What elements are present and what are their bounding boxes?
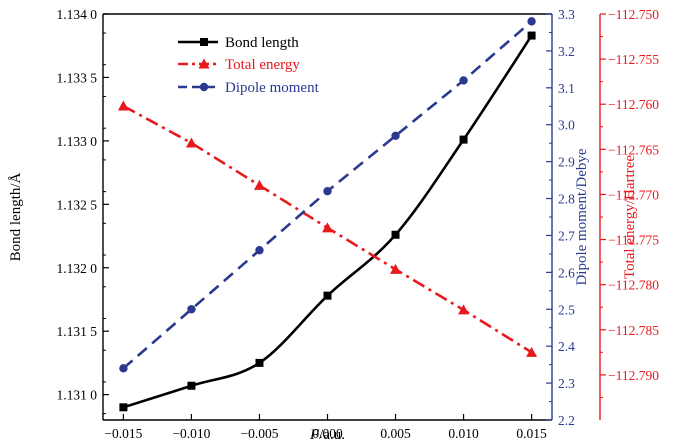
total-energy-point xyxy=(390,263,402,274)
total-energy-point xyxy=(253,179,265,190)
dipole-moment-point xyxy=(527,17,536,26)
left-tick-label: 1.134 0 xyxy=(57,7,98,22)
right1-tick-label: 2.5 xyxy=(558,302,575,317)
right1-tick-label: 2.6 xyxy=(558,265,575,280)
x-tick-label: 0.000 xyxy=(312,426,343,441)
right2-tick-label: −112.790 xyxy=(608,368,659,383)
right1-axis-title: Dipole moment/Debye xyxy=(574,148,590,285)
x-tick-label: 0.015 xyxy=(516,426,547,441)
right1-tick-label: 3.3 xyxy=(558,7,575,22)
bond-length-line xyxy=(123,34,533,409)
x-tick-label: −0.015 xyxy=(104,426,142,441)
legend-bond-length-label: Bond length xyxy=(225,35,299,51)
right2-tick-label: −112.760 xyxy=(608,97,659,112)
legend-bond-length-marker xyxy=(200,38,208,46)
left-tick-label: 1.132 5 xyxy=(57,197,98,212)
x-axis-title-rest: /a.u. xyxy=(319,427,345,442)
dipole-moment-point xyxy=(391,131,400,140)
bond-length-point xyxy=(459,135,468,144)
bond-length-point xyxy=(255,358,264,367)
grid-layer: −0.015 −0.010 −0.005 0.000 0.005 0.010 0.015 1.… xyxy=(57,7,660,441)
x-axis-title-italic: F xyxy=(309,427,320,442)
total-energy-point xyxy=(185,137,197,148)
right1-tick-label: 2.8 xyxy=(558,192,575,207)
bond-length-point xyxy=(119,403,128,412)
legend-total-energy-label: Total energy xyxy=(225,57,300,73)
right2-tick-label: −112.765 xyxy=(608,142,659,157)
right2-tick-label: −112.770 xyxy=(608,187,659,202)
left-tick-label: 1.132 0 xyxy=(57,261,98,276)
legend: Bond length Total energy Dipole moment xyxy=(178,35,320,96)
right1-tick-label: 3.1 xyxy=(558,81,575,96)
left-tick-label: 1.131 0 xyxy=(57,388,98,403)
bond-length-point xyxy=(323,291,332,300)
right2-tick-label: −112.785 xyxy=(608,323,659,338)
dipole-moment-point xyxy=(187,305,196,314)
right1-tick-label: 2.7 xyxy=(558,228,575,243)
left-tick-label: 1.131 5 xyxy=(57,324,98,339)
right1-tick-label: 2.4 xyxy=(558,339,575,354)
left-tick-label: 1.133 5 xyxy=(57,70,98,85)
series-layer xyxy=(117,17,538,412)
right1-tick-label: 2.9 xyxy=(558,155,575,170)
total-energy-point xyxy=(117,100,129,111)
legend-dipole-moment-label: Dipole moment xyxy=(225,80,320,96)
x-tick-label: 0.005 xyxy=(380,426,411,441)
left-tick-label: 1.133 0 xyxy=(57,134,98,149)
right2-tick-label: −112.775 xyxy=(608,233,659,248)
x-tick-label: −0.010 xyxy=(172,426,210,441)
dipole-moment-point xyxy=(119,364,128,373)
right1-tick-label: 3.0 xyxy=(558,118,575,133)
legend-dipole-moment-marker xyxy=(199,82,209,92)
bond-length-point xyxy=(391,230,400,239)
total-energy-point xyxy=(322,222,333,233)
right2-tick-label: −112.750 xyxy=(608,7,659,22)
right2-axis-title: Total energy/Hartree xyxy=(622,155,638,279)
x-axis-title: F/a.u. xyxy=(309,427,345,442)
dipole-moment-point xyxy=(459,76,468,85)
right1-tick-label: 2.2 xyxy=(558,413,575,428)
total-energy-point xyxy=(526,346,538,357)
right1-tick-label: 3.2 xyxy=(558,44,575,59)
right2-tick-label: −112.780 xyxy=(608,278,659,293)
bond-length-point xyxy=(187,381,196,390)
left-axis-title: Bond length/Å xyxy=(8,172,24,261)
right2-tick-label: −112.755 xyxy=(608,52,659,67)
x-tick-label: −0.005 xyxy=(240,426,278,441)
legend-total-energy-marker xyxy=(198,58,210,69)
dipole-moment-point xyxy=(323,186,332,196)
right1-tick-label: 2.3 xyxy=(558,376,575,391)
x-tick-label: 0.010 xyxy=(448,426,479,441)
bond-length-point xyxy=(527,31,536,40)
dipole-moment-point xyxy=(255,246,264,255)
total-energy-point xyxy=(458,304,470,315)
